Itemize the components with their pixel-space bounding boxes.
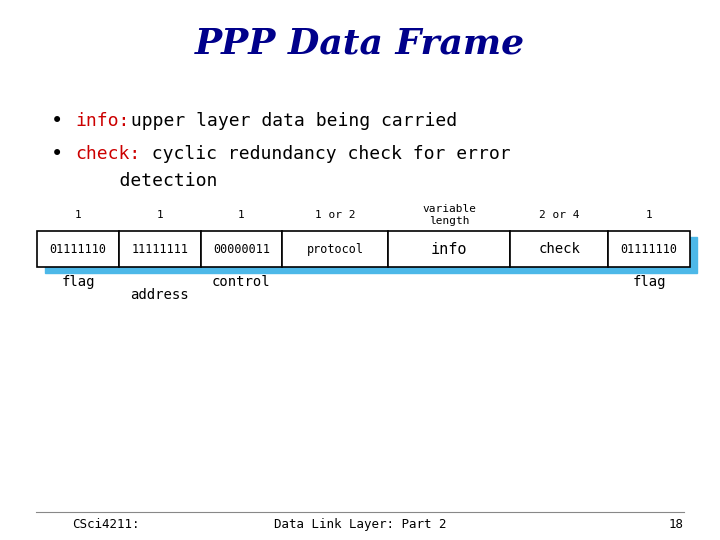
Text: 1 or 2: 1 or 2 [315, 210, 355, 220]
Text: •: • [50, 111, 63, 132]
Text: check: check [539, 242, 580, 256]
Text: upper layer data being carried: upper layer data being carried [120, 112, 457, 131]
Text: 1: 1 [646, 210, 652, 220]
Text: check:: check: [76, 145, 141, 163]
Text: protocol: protocol [307, 242, 364, 256]
Text: control: control [212, 275, 271, 289]
Text: 1: 1 [238, 210, 245, 220]
Bar [282, 231, 388, 267]
Text: flag: flag [61, 275, 95, 289]
Bar [119, 231, 200, 267]
Text: cyclic redundancy check for error: cyclic redundancy check for error [130, 145, 510, 163]
Text: Data Link Layer: Part 2: Data Link Layer: Part 2 [274, 518, 446, 531]
Bar [45, 237, 697, 273]
Text: detection: detection [76, 172, 217, 190]
Text: 2 or 4: 2 or 4 [539, 210, 580, 220]
Text: 00000011: 00000011 [213, 242, 270, 256]
Text: •: • [50, 144, 63, 164]
Text: address: address [130, 288, 189, 302]
Text: 01111110: 01111110 [50, 242, 107, 256]
Text: 1: 1 [156, 210, 163, 220]
Bar [608, 231, 690, 267]
Text: 18: 18 [669, 518, 684, 531]
Text: flag: flag [632, 275, 666, 289]
Text: PPP Data Frame: PPP Data Frame [195, 26, 525, 60]
Text: 11111111: 11111111 [131, 242, 188, 256]
Text: 1: 1 [75, 210, 81, 220]
Text: 01111110: 01111110 [621, 242, 678, 256]
Bar [37, 231, 119, 267]
Bar [510, 231, 608, 267]
Bar [388, 231, 510, 267]
Text: info: info [431, 242, 467, 256]
Text: variable
length: variable length [422, 204, 476, 226]
Text: CSci4211:: CSci4211: [72, 518, 140, 531]
Bar [200, 231, 282, 267]
Text: info:: info: [76, 112, 130, 131]
